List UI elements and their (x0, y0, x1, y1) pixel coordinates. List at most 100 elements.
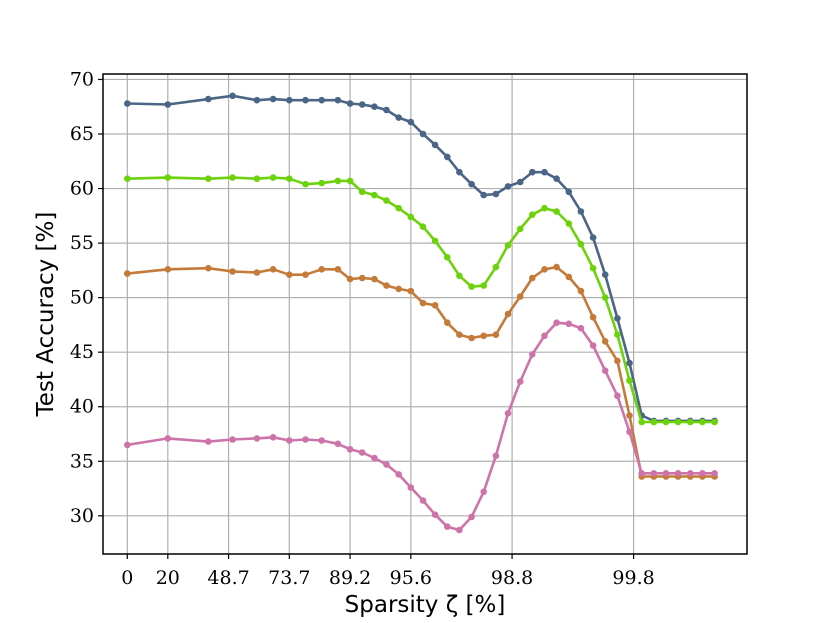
data-point (468, 180, 475, 188)
data-point (699, 418, 706, 426)
x-tick-label: 0 (121, 567, 133, 589)
y-axis-label: Test Accuracy [%] (33, 212, 59, 418)
data-point (269, 266, 277, 273)
data-point (492, 452, 500, 460)
series-3 (124, 263, 718, 480)
data-point (456, 526, 463, 534)
data-point (456, 168, 463, 176)
data-point (383, 461, 390, 468)
data-point (419, 299, 427, 307)
data-point (711, 470, 718, 477)
data-point (286, 175, 293, 182)
data-point (601, 338, 609, 345)
data-point (638, 418, 645, 426)
x-tick-label: 48.7 (207, 567, 249, 589)
y-tick-label: 45 (70, 341, 94, 363)
data-point (383, 282, 390, 289)
data-point (601, 367, 609, 375)
data-point (662, 470, 670, 477)
data-point (346, 446, 354, 453)
data-point (601, 271, 609, 279)
data-point (589, 234, 597, 241)
data-point (371, 454, 378, 462)
data-point (205, 264, 212, 272)
data-point (407, 484, 415, 491)
data-point (565, 320, 573, 328)
data-point (601, 294, 609, 301)
data-point (589, 342, 597, 349)
data-point (541, 266, 548, 273)
data-point (229, 436, 236, 443)
data-point (431, 141, 439, 149)
data-point (346, 275, 354, 283)
data-point (229, 174, 236, 181)
data-point (699, 470, 706, 477)
data-point (504, 410, 512, 417)
data-point (419, 130, 427, 138)
data-point (269, 95, 277, 103)
data-point (516, 178, 524, 186)
data-point (553, 175, 560, 182)
data-point (383, 106, 390, 114)
data-point (468, 334, 475, 342)
data-point (407, 213, 415, 221)
data-point (529, 274, 536, 282)
data-point (444, 319, 451, 327)
data-point (565, 220, 573, 227)
x-axis-label: Sparsity ζ [%] (345, 592, 506, 618)
data-point (626, 377, 633, 384)
data-point (589, 314, 597, 321)
data-point (407, 118, 415, 126)
data-point (674, 470, 682, 477)
data-point (553, 319, 560, 327)
y-tick-label: 60 (70, 178, 94, 200)
data-point (662, 418, 670, 426)
data-point (334, 96, 342, 104)
data-point (589, 264, 597, 272)
grid (103, 74, 747, 554)
data-point (358, 274, 366, 282)
data-point (456, 272, 463, 280)
data-point (650, 470, 658, 477)
data-point (395, 114, 403, 121)
data-point (358, 101, 366, 108)
data-point (468, 513, 475, 521)
data-point (334, 266, 342, 273)
data-point (480, 488, 488, 496)
y-tick-label: 35 (70, 450, 94, 472)
data-point (302, 271, 309, 279)
data-point (480, 191, 488, 199)
data-point (371, 103, 378, 110)
data-point (395, 204, 403, 212)
data-point (541, 204, 548, 212)
x-tick-label: 99.8 (612, 567, 654, 589)
data-point (553, 208, 560, 215)
data-point (371, 191, 378, 199)
data-point (431, 511, 439, 518)
data-point (253, 175, 261, 182)
data-point (638, 470, 645, 477)
data-point (444, 153, 451, 161)
data-point (229, 92, 236, 100)
y-tick-label: 30 (70, 505, 94, 527)
x-tick-label: 73.7 (268, 567, 310, 589)
y-tick-label: 55 (70, 232, 94, 254)
data-point (687, 470, 694, 477)
data-point (164, 435, 172, 442)
data-point (492, 263, 500, 271)
data-point (302, 436, 309, 443)
data-point (358, 449, 366, 456)
data-point (124, 270, 131, 277)
data-point (529, 168, 536, 176)
data-point (346, 100, 354, 107)
data-point (358, 188, 366, 196)
plot-frame (102, 73, 748, 555)
data-point (164, 101, 172, 108)
x-tick-label: 98.8 (491, 567, 533, 589)
data-point (516, 225, 524, 233)
data-point (269, 434, 277, 441)
y-tick-label: 40 (70, 396, 94, 418)
y-tick-label: 65 (70, 123, 94, 145)
data-point (334, 440, 342, 448)
data-point (205, 175, 212, 182)
